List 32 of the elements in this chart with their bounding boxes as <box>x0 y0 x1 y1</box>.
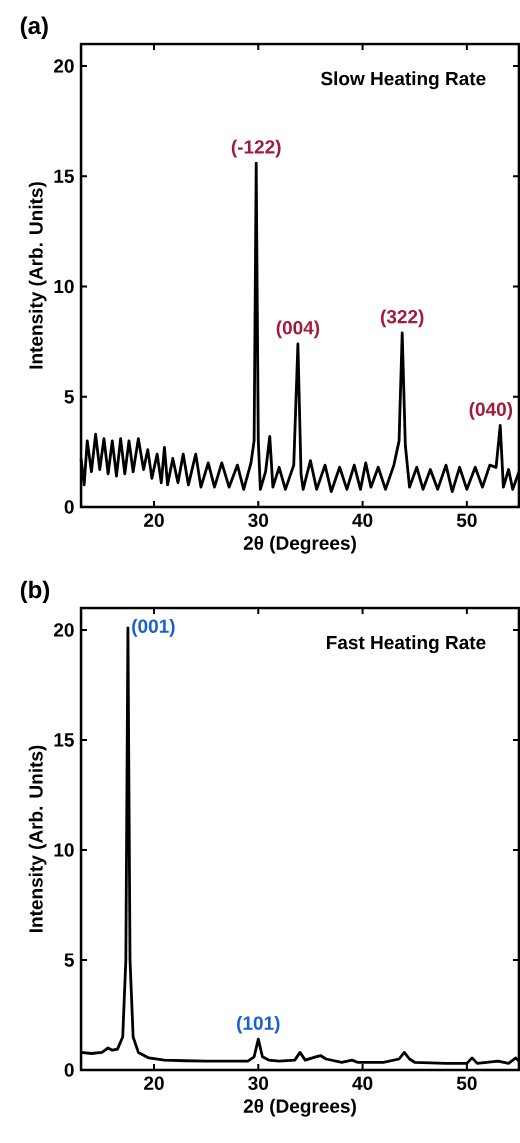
text: (b) <box>20 580 50 604</box>
y-axis-title: Intensity (Arb. Units) <box>28 745 47 933</box>
annotation: (001) <box>132 618 175 637</box>
annotation: (-122) <box>231 139 281 158</box>
x-axis-title: 2θ (Degrees) <box>243 1098 356 1117</box>
y-tick-label: 5 <box>64 390 74 404</box>
y-tick-label: 5 <box>64 953 74 967</box>
y-tick-label: 0 <box>64 1063 74 1077</box>
annotation: (322) <box>380 309 424 328</box>
y-tick-label: 10 <box>54 843 74 857</box>
x-tick-label: 50 <box>456 1076 477 1090</box>
y-tick-label: 15 <box>54 169 74 183</box>
x-tick-label: 30 <box>248 1076 269 1091</box>
annotation: (040) <box>469 402 513 420</box>
x-tick-label: 40 <box>352 513 373 527</box>
x-tick-label: 50 <box>456 513 477 527</box>
y-tick-label: 0 <box>64 500 74 514</box>
y-tick-label: 10 <box>54 279 74 294</box>
x-tick-label: 20 <box>144 1076 164 1090</box>
y-tick-label: 20 <box>53 59 74 73</box>
y-tick-label: 15 <box>54 733 74 747</box>
x-axis-title: 2θ (Degrees) <box>243 535 356 554</box>
x-tick-label: 30 <box>248 513 269 528</box>
annotation: Slow Heating Rate <box>320 71 486 90</box>
x-tick-label: 20 <box>144 513 164 527</box>
annotation: (101) <box>237 1015 280 1034</box>
text: (a) <box>20 16 48 39</box>
x-tick-label: 40 <box>352 1076 373 1090</box>
annotation: Fast Heating Rate <box>326 635 486 654</box>
y-tick-label: 20 <box>53 623 74 637</box>
y-axis-title: Intensity (Arb. Units) <box>28 182 47 369</box>
annotation: (004) <box>276 320 320 339</box>
